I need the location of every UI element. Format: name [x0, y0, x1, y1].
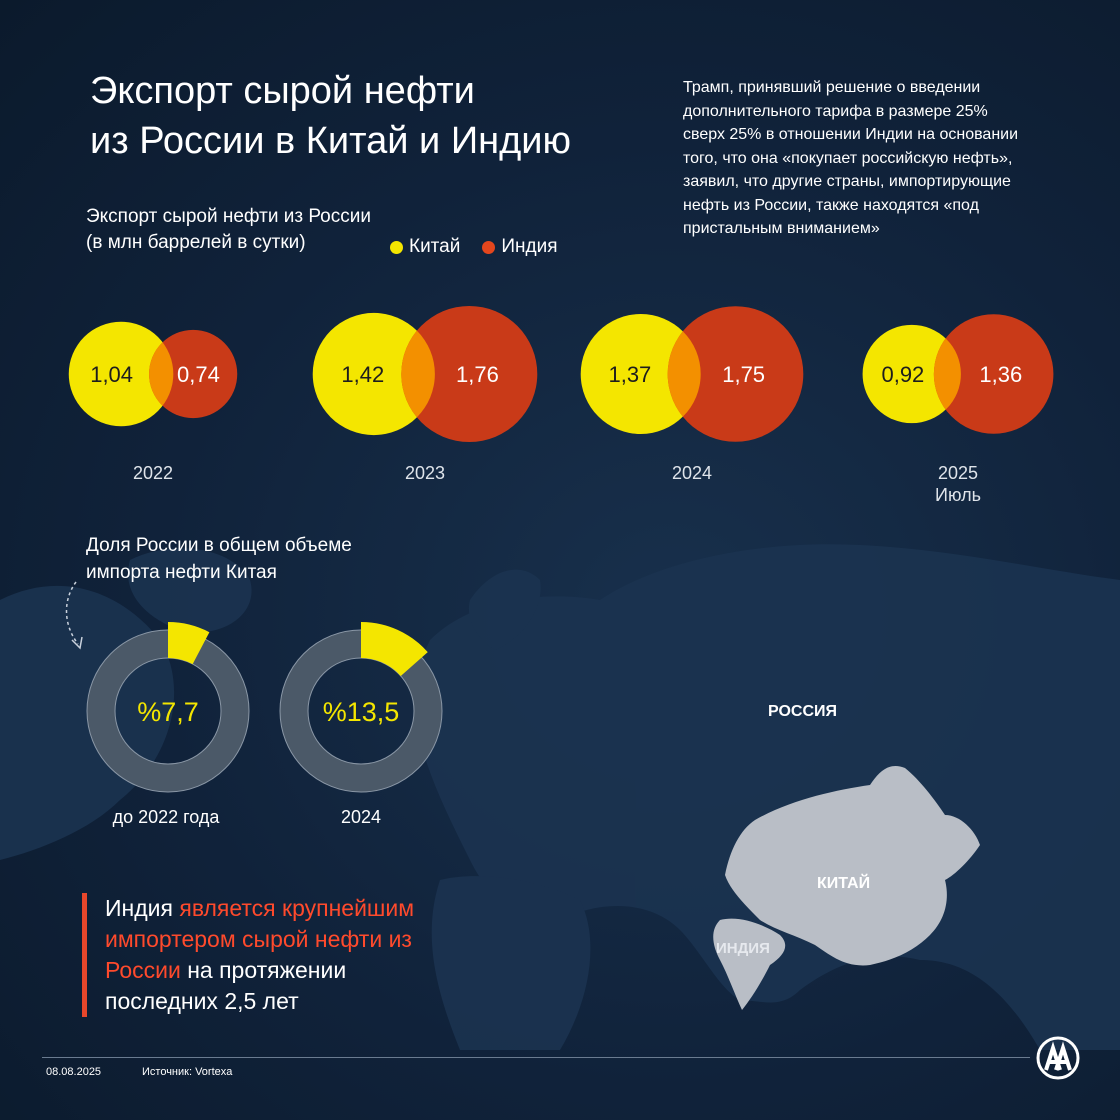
bubble-pair-2024: 1,37 1,75 2024 [580, 306, 804, 483]
bubble-pair-2023: 1,42 1,76 2023 [312, 306, 538, 483]
legend-item-china: Китай [390, 236, 460, 258]
donut-chart: %7,7 до 2022 года %13,5 2024 [86, 622, 443, 827]
legend-label-india: Индия [501, 236, 558, 257]
donut-share-segment [361, 622, 428, 676]
map-label-russia: РОССИЯ [768, 703, 838, 720]
india-callout: Индия является крупнейшим импортером сыр… [82, 893, 465, 1017]
page-title: Экспорт сырой нефти из России в Китай и … [90, 66, 571, 166]
china-legend-dot-icon [390, 240, 403, 254]
india-value-label: 1,75 [722, 362, 765, 387]
europe-asia-shape [417, 544, 1120, 1050]
india-bubble [667, 306, 804, 442]
donut-period-label: до 2022 года [113, 807, 221, 827]
year-label: 2022 [133, 463, 173, 483]
donut-value-label: %13,5 [323, 697, 400, 727]
china-value-label: 0,92 [881, 362, 924, 387]
india-legend-dot-icon [482, 240, 496, 254]
india-value-label: 0,74 [177, 362, 220, 387]
export-chart-title-line-1: Экспорт сырой нефти из России [86, 206, 371, 227]
callout-end: на протяжении последних 2,5 лет [105, 957, 347, 1014]
africa-shape [431, 876, 591, 1050]
china-value-label: 1,04 [90, 362, 133, 387]
callout-india: Индия [105, 895, 173, 921]
donut-value-label: %7,7 [137, 697, 199, 727]
scandinavia-shape [468, 569, 541, 650]
share-chart-title-line-1: Доля России в общем объеме [86, 535, 352, 556]
callout-highlight: является крупнейшим импортером сырой неф… [105, 895, 415, 983]
legend-item-india: Индия [482, 236, 558, 258]
aa-logo-icon [1036, 1036, 1080, 1080]
footer-divider [42, 1057, 1030, 1058]
title-line-2: из России в Китай и Индию [90, 120, 572, 162]
share-chart-title-line-2: импорта нефти Китая [86, 562, 277, 583]
arrow-icon [65, 581, 83, 650]
share-chart-title: Доля России в общем объеме импорта нефти… [86, 532, 352, 586]
china-shape [725, 765, 980, 966]
footer-date: 08.08.2025 [46, 1066, 102, 1078]
china-value-label: 1,37 [608, 362, 651, 387]
greenland-shape [128, 548, 252, 633]
india-bubble [933, 314, 1054, 434]
china-bubble [580, 314, 701, 434]
donut-1: %7,7 до 2022 года [86, 622, 250, 827]
india-value-label: 1,76 [456, 362, 499, 387]
china-bubble [68, 321, 174, 427]
title-line-1: Экспорт сырой нефти [90, 70, 475, 112]
export-chart-title: Экспорт сырой нефти из России (в млн бар… [86, 204, 371, 256]
india-bubble [401, 306, 538, 442]
india-shape [713, 918, 786, 1010]
year-label: 2024 [672, 463, 712, 483]
india-value-label: 1,36 [979, 362, 1022, 387]
map-label-china: КИТАЙ [817, 875, 871, 892]
china-bubble [312, 312, 435, 436]
donut-share-segment [168, 622, 210, 665]
donut-2: %13,5 2024 [279, 622, 443, 827]
export-chart-title-line-2: (в млн баррелей в сутки) [86, 232, 306, 253]
legend-label-china: Китай [409, 236, 461, 257]
donut-period-label: 2024 [341, 807, 381, 827]
bubble-pair-2022: 1,04 0,74 2022 [68, 321, 238, 483]
bubble-chart: 1,04 0,74 2022 1,42 1,76 2023 1,37 1,75 2024 0,92… [68, 306, 1054, 505]
year-label: 2023 [405, 463, 445, 483]
legend: Китай Индия [390, 236, 558, 258]
year-label: 2025 [938, 463, 978, 483]
india-bubble [149, 329, 238, 419]
china-bubble [862, 324, 961, 424]
china-value-label: 1,42 [341, 362, 384, 387]
map-label-india: ИНДИЯ [716, 940, 770, 957]
footer-source: Источник: Vortexa [142, 1066, 233, 1078]
year-sublabel: Июль [935, 485, 981, 505]
trump-note: Трамп, принявший решение о введении допо… [683, 79, 1019, 237]
